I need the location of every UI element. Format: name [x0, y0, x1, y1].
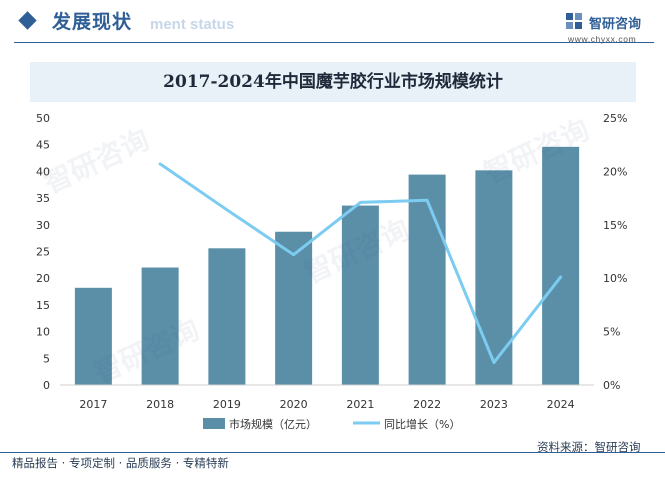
y-right-tick-label: 25% [603, 112, 627, 125]
bar-2019 [208, 248, 246, 385]
source-note: 资料来源：智研咨询 [537, 440, 641, 454]
y-left-tick-label: 20 [36, 272, 50, 285]
x-tick-label: 2024 [547, 398, 575, 411]
bar-2024 [542, 146, 580, 385]
y-right-tick-label: 0% [603, 379, 620, 392]
legend-bar-label: 市场规模（亿元） [229, 417, 317, 431]
logo-name: 智研咨询 [589, 17, 642, 32]
footer-tagline: 精品报告 · 专项定制 · 品质服务 · 专精特新 [12, 456, 229, 470]
bar-2018 [141, 267, 179, 385]
y-left-tick-label: 5 [43, 352, 50, 365]
y-right-tick-label: 20% [603, 165, 627, 178]
footer-divider [0, 452, 665, 453]
chart-title-band: 2017-2024年中国魔芋胶行业市场规模统计 [30, 62, 636, 102]
y-left-tick-label: 15 [36, 299, 50, 312]
x-tick-label: 2019 [213, 398, 241, 411]
y-left-tick-label: 0 [43, 379, 50, 392]
y-left-tick-label: 45 [36, 139, 50, 152]
bar-2022 [408, 174, 446, 385]
header: ment status 发展现状 智研咨询 www.chyxx.com [0, 0, 665, 46]
bar-2017 [74, 287, 112, 385]
bar-2023 [475, 170, 513, 385]
bar-2021 [341, 205, 379, 385]
x-tick-label: 2021 [346, 398, 374, 411]
x-tick-label: 2018 [146, 398, 174, 411]
x-tick-label: 2023 [480, 398, 508, 411]
y-left-tick-label: 40 [36, 165, 50, 178]
y-left-tick-label: 50 [36, 112, 50, 125]
legend-bar-swatch [203, 418, 225, 429]
x-tick-label: 2017 [79, 398, 107, 411]
section-title: 发展现状 [52, 11, 133, 33]
y-left-tick-label: 35 [36, 192, 50, 205]
logo-url: www.chyxx.com [568, 34, 637, 44]
chart-title: 2017-2024年中国魔芋胶行业市场规模统计 [163, 72, 503, 92]
y-right-tick-label: 15% [603, 219, 627, 232]
y-right-tick-label: 5% [603, 326, 620, 339]
x-tick-label: 2022 [413, 398, 441, 411]
logo-mark-icon [566, 13, 582, 29]
y-left-tick-label: 10 [36, 326, 50, 339]
header-divider [14, 42, 654, 43]
y-right-tick-label: 10% [603, 272, 627, 285]
y-left-tick-label: 30 [36, 219, 50, 232]
bar-2020 [275, 231, 313, 385]
x-tick-label: 2020 [280, 398, 308, 411]
section-subtitle: ment status [150, 16, 235, 33]
legend-line-label: 同比增长（%） [384, 417, 460, 431]
y-left-tick-label: 25 [36, 246, 50, 259]
